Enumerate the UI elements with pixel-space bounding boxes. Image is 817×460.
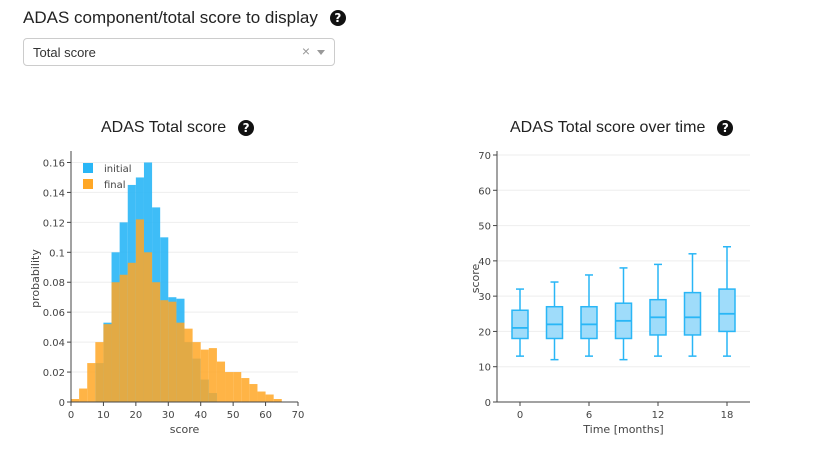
- histogram-bar-final: [103, 324, 112, 402]
- histogram-bar-final: [127, 262, 136, 402]
- box-iqr: [683, 291, 702, 336]
- y-tick-label: 0.12: [43, 218, 65, 229]
- y-tick-label: 30: [478, 292, 491, 303]
- x-tick-label: 20: [129, 410, 142, 421]
- box-iqr: [580, 305, 598, 340]
- histogram-bar-final: [225, 372, 234, 402]
- histogram-bar-final: [241, 378, 250, 402]
- histogram-title: ADAS Total score: [101, 119, 227, 136]
- histogram-bar-final: [87, 363, 96, 402]
- histogram-bar-final: [71, 399, 80, 402]
- histogram-bar-final: [168, 301, 177, 402]
- y-tick-label: 0.16: [43, 158, 65, 169]
- y-tick-label: 0.14: [43, 188, 65, 199]
- selector-value: Total score: [33, 45, 96, 60]
- score-histogram-chart: 0 0.02 0.04 0.06 0.08 0.1 0.12 0.14 0.16 0 10 20 30 4…: [29, 151, 305, 436]
- y-tick-label: 60: [478, 186, 491, 197]
- y-tick-label: 0.04: [43, 338, 65, 349]
- x-tick-label: 12: [652, 410, 665, 421]
- x-tick-label: 70: [292, 410, 305, 421]
- y-tick-label: 70: [478, 151, 491, 162]
- y-tick-label: 20: [478, 327, 491, 338]
- histogram-bar-final: [152, 282, 161, 402]
- histogram-bar-final: [192, 342, 201, 402]
- histogram-bar-final: [265, 394, 274, 402]
- clear-icon[interactable]: ×: [301, 43, 310, 59]
- score-over-time-boxplot: 0 10 20 30 40 50 60 70 0 6 12 18 Time [months] score: [469, 151, 750, 436]
- page-header: ADAS component/total score to display ?: [23, 8, 346, 28]
- histogram-bar-final: [233, 372, 242, 402]
- x-tick-label: 30: [162, 410, 175, 421]
- legend-label-initial: initial: [104, 164, 132, 175]
- box-iqr: [511, 309, 529, 340]
- x-tick-label: 0: [517, 410, 523, 421]
- y-tick-label: 0.08: [43, 278, 65, 289]
- histogram-bar-final: [249, 384, 258, 402]
- score-selector-dropdown[interactable]: Total score ×: [23, 38, 335, 66]
- histogram-bar-final: [176, 322, 185, 402]
- histogram-bar-final: [257, 391, 266, 402]
- histogram-bar-final: [160, 300, 169, 402]
- x-tick-label: 60: [259, 410, 272, 421]
- histogram-bar-final: [273, 399, 282, 402]
- question-circle-icon[interactable]: ?: [329, 10, 346, 26]
- histogram-bar-final: [200, 349, 209, 402]
- histogram-title-row: ADAS Total score ?: [101, 119, 255, 137]
- legend-swatch-final: [83, 179, 93, 189]
- x-tick-label: 40: [194, 410, 207, 421]
- chevron-down-icon[interactable]: [317, 50, 325, 55]
- histogram-bar-final: [208, 348, 217, 402]
- histogram-bar-final: [216, 361, 226, 402]
- y-tick-label: 50: [478, 222, 491, 233]
- histogram-bar-final: [79, 388, 88, 402]
- x-axis-label: Time [months]: [582, 423, 663, 436]
- boxplot-title: ADAS Total score over time: [510, 119, 706, 136]
- y-tick-label: 10: [478, 363, 491, 374]
- page-title: ADAS component/total score to display: [23, 8, 318, 27]
- y-axis-label: probability: [29, 249, 42, 308]
- legend-label-final: final: [104, 180, 126, 191]
- x-tick-label: 10: [97, 410, 110, 421]
- y-tick-label: 40: [478, 257, 491, 268]
- boxplot-title-row: ADAS Total score over time ?: [510, 119, 734, 137]
- question-circle-icon[interactable]: ?: [238, 120, 255, 136]
- histogram-bar-final: [184, 328, 193, 402]
- x-tick-label: 18: [721, 410, 734, 421]
- question-circle-icon[interactable]: ?: [717, 120, 734, 136]
- histogram-bar-final: [95, 342, 104, 402]
- box-iqr: [545, 305, 564, 340]
- x-tick-label: 0: [68, 410, 74, 421]
- histogram-bar-final: [111, 282, 120, 402]
- histogram-bar-final: [143, 252, 153, 402]
- x-tick-label: 6: [586, 410, 592, 421]
- x-tick-label: 50: [227, 410, 240, 421]
- histogram-bar-final: [135, 219, 144, 402]
- box-iqr: [718, 288, 736, 333]
- x-axis-label: score: [170, 423, 200, 436]
- y-tick-label: 0.02: [43, 368, 65, 379]
- histogram-bar-final: [119, 274, 128, 402]
- y-tick-label: 0: [485, 398, 491, 409]
- y-tick-label: 0.06: [43, 308, 65, 319]
- legend-swatch-initial: [83, 163, 93, 173]
- y-axis-label: score: [469, 263, 482, 293]
- y-tick-label: 0: [59, 398, 65, 409]
- y-tick-label: 0.1: [49, 248, 65, 259]
